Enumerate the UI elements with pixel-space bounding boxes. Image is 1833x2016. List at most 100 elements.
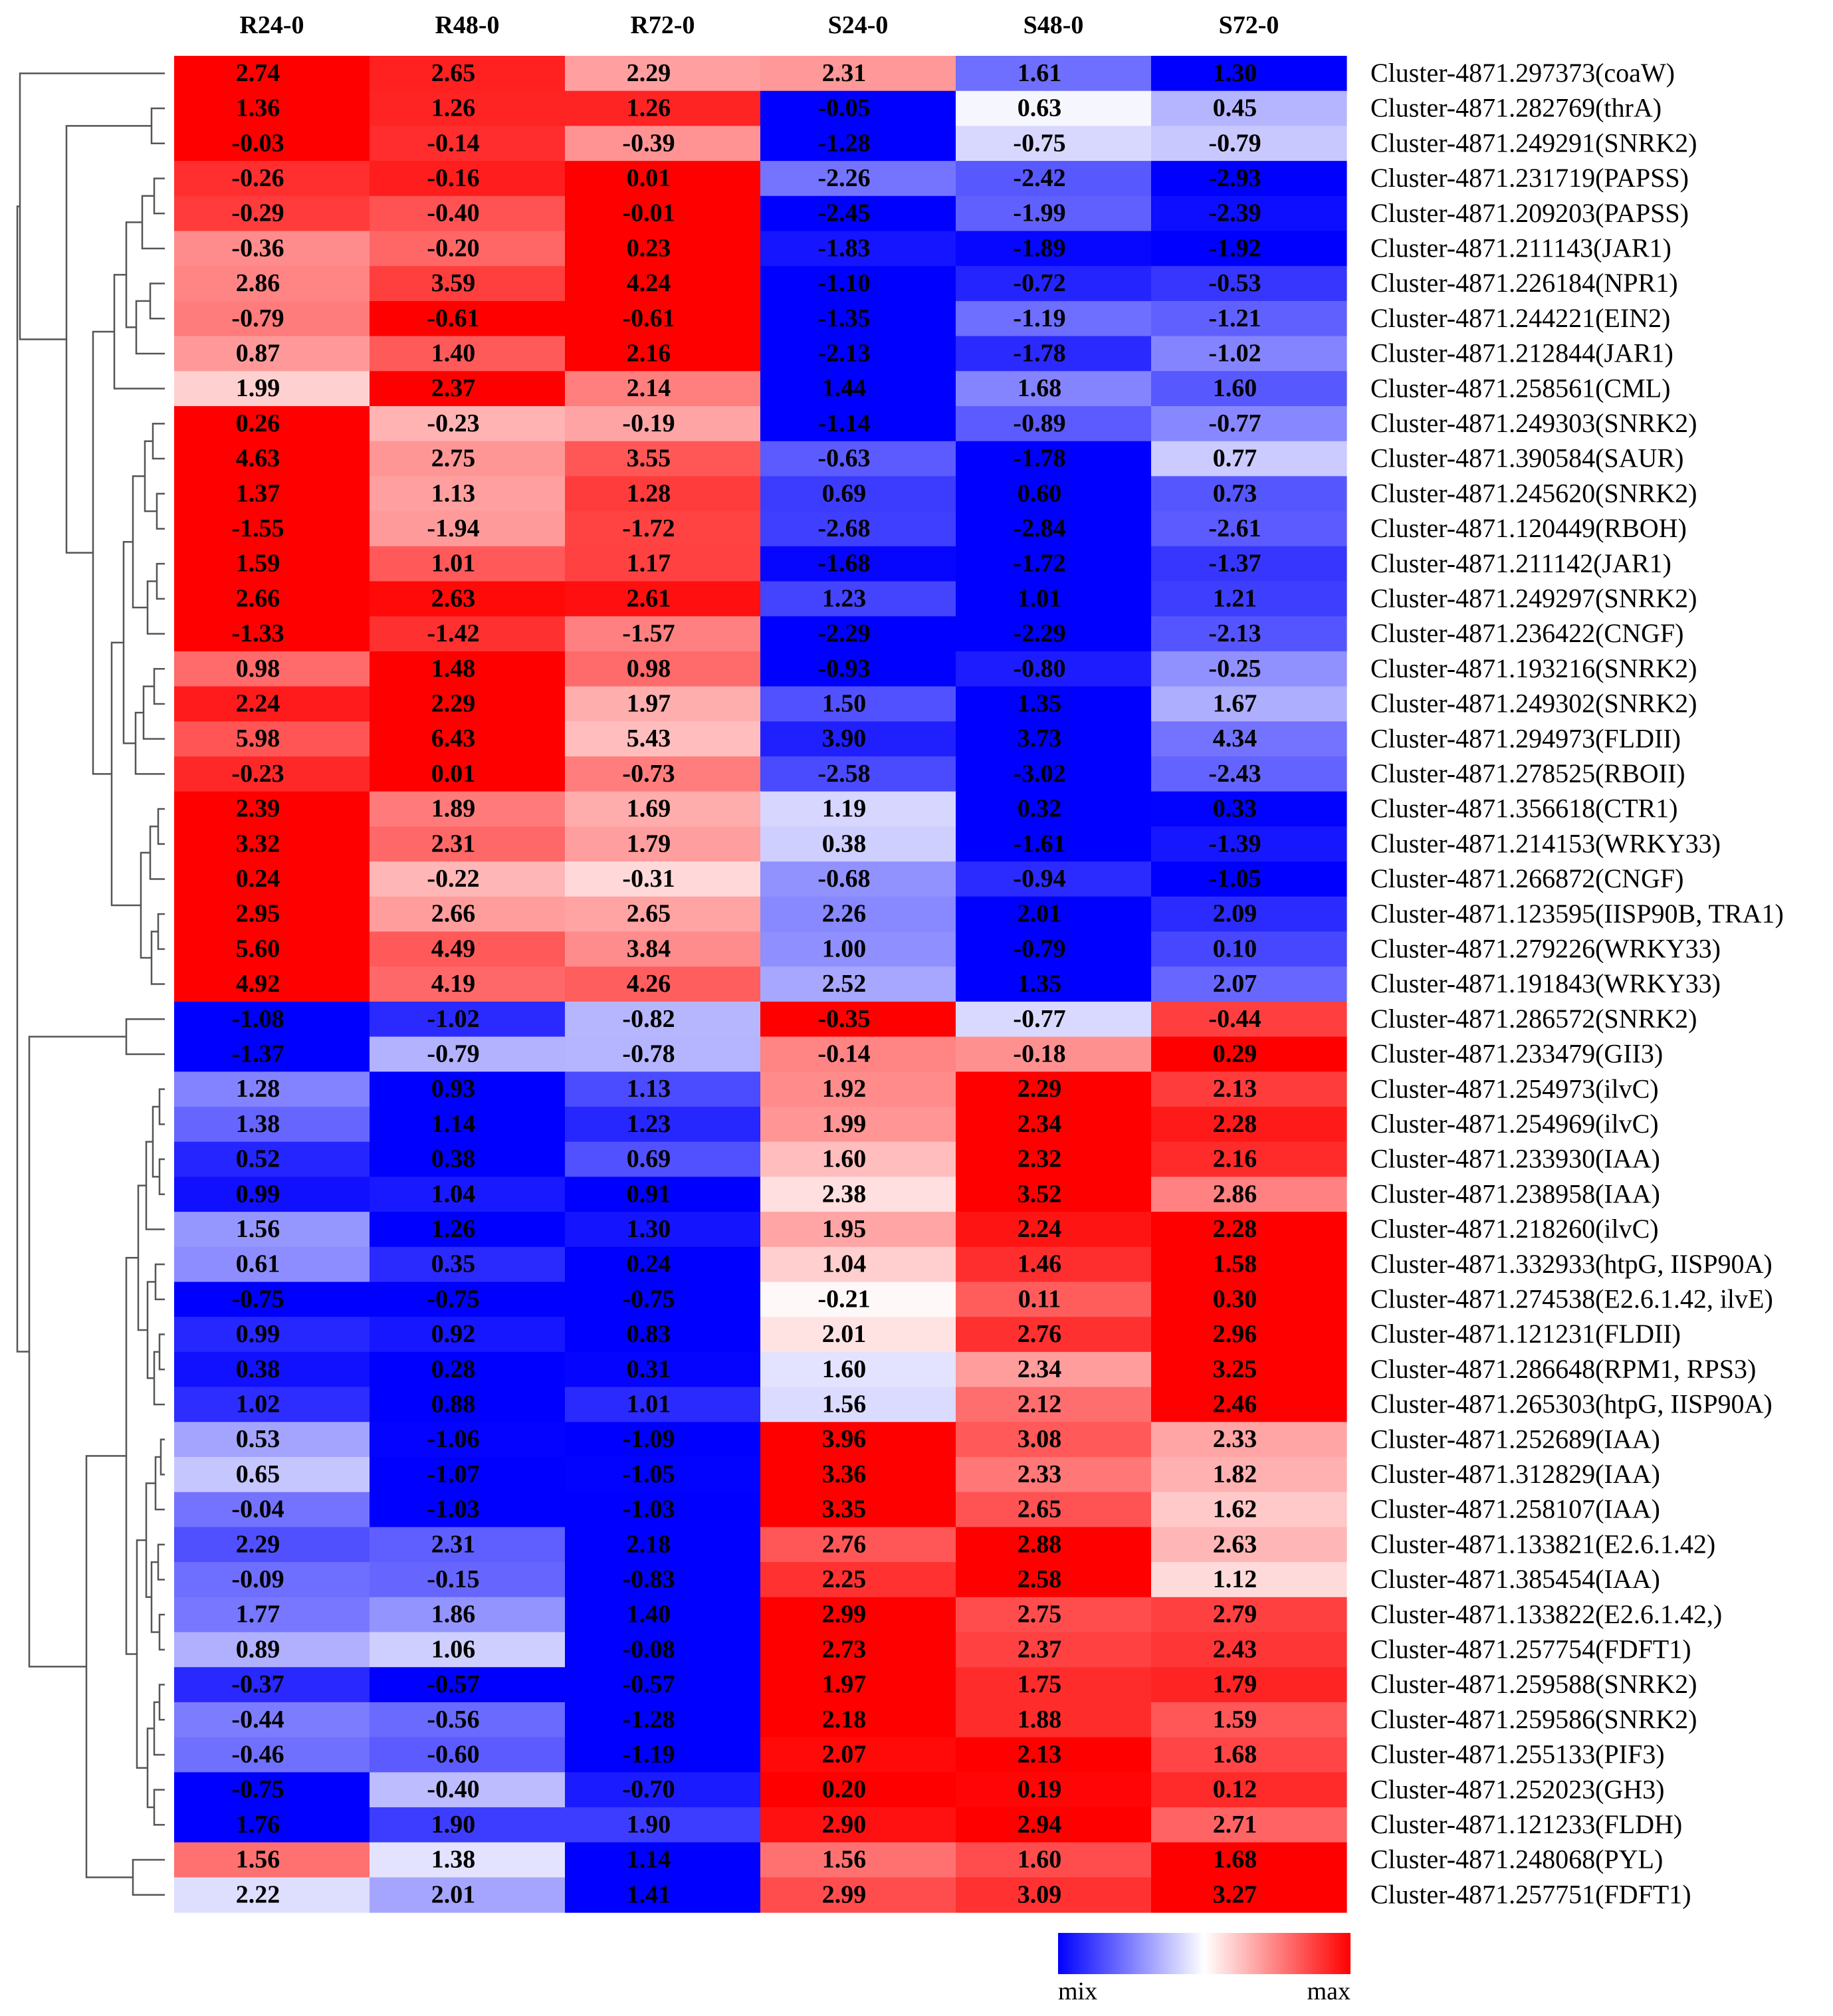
cell-value: -0.61 [622,304,675,332]
cell-value: 2.76 [1018,1320,1062,1348]
heatmap-cell [370,546,566,582]
heatmap-cell [174,1071,370,1107]
dendrogram-link [160,1438,165,1476]
heatmap-cell [956,896,1152,933]
heatmap-cell [370,1667,566,1703]
heatmap-cell [565,1807,761,1843]
cell-value: 1.92 [822,1075,867,1103]
heatmap-cell [956,406,1152,442]
heatmap-cell [760,161,956,197]
row-label: Cluster-4871.259586(SNRK2) [1370,1704,1697,1734]
dendrogram-link [157,1543,165,1581]
row-label: Cluster-4871.133821(E2.6.1.42) [1370,1529,1715,1559]
heatmap-cell [956,126,1152,162]
heatmap-cell [174,1212,370,1248]
heatmap-cell [174,861,370,897]
cell-value: 5.43 [627,725,671,752]
cell-value: 0.87 [236,340,280,368]
heatmap-cell [370,1282,566,1317]
cell-value: -0.25 [1208,655,1261,683]
cell-value: 2.76 [822,1530,867,1558]
cell-value: 1.60 [822,1355,867,1383]
heatmap-cell [1151,1562,1347,1598]
cell-value: -1.61 [1013,830,1065,857]
cell-value: -1.37 [231,1040,284,1068]
color-legend: mix max [1058,1933,1350,2005]
heatmap-cell [565,1597,761,1633]
heatmap-cell [956,1632,1152,1668]
cell-value: -0.93 [817,655,870,683]
heatmap-cell [565,195,761,232]
cell-value: -0.79 [1208,129,1261,157]
dendrogram-link [153,1789,165,1826]
heatmap-cell [1151,966,1347,1002]
heatmap-cell [1151,1492,1347,1527]
heatmap-cell [370,1317,566,1353]
cell-value: 1.97 [822,1670,867,1698]
cell-value: 0.01 [431,760,476,788]
heatmap-cell [174,896,370,933]
heatmap-cell [1151,686,1347,722]
cell-value: -0.01 [622,199,675,227]
cell-value: 0.65 [236,1460,280,1488]
dendrogram-link [144,440,157,512]
cell-value: 2.28 [1213,1215,1257,1243]
cell-value: 2.37 [431,374,476,402]
heatmap-cell [174,651,370,687]
heatmap-cell [565,1667,761,1703]
heatmap-cell [370,826,566,862]
cell-value: 2.34 [1018,1355,1062,1383]
heatmap-cell [565,56,761,92]
cell-value: -2.84 [1013,514,1065,542]
heatmap-cell [174,511,370,547]
heatmap-cell [565,161,761,197]
cell-value: -2.13 [817,340,870,368]
cell-value: 1.35 [1018,690,1062,718]
heatmap-cell [370,1737,566,1773]
heatmap-cell [565,1282,761,1317]
heatmap-cell [956,1877,1152,1913]
cell-value: -2.39 [1208,199,1261,227]
heatmap-cell [760,56,956,92]
cell-value: 1.82 [1213,1460,1257,1488]
heatmap-cell [956,1667,1152,1703]
heatmap-cell [760,1282,956,1317]
cell-value: 1.26 [431,1215,476,1243]
row-label: Cluster-4871.248068(PYL) [1370,1845,1663,1874]
cell-value: 0.99 [236,1180,280,1208]
heatmap-cell [1151,476,1347,512]
row-label: Cluster-4871.211142(JAR1) [1370,548,1671,578]
cell-value: 2.29 [627,59,671,87]
cell-value: -0.80 [1013,655,1065,683]
cell-value: 1.38 [236,1110,280,1138]
cell-value: -0.75 [622,1285,675,1313]
cell-value: 0.91 [627,1180,671,1208]
cell-value: 1.68 [1018,374,1062,402]
heatmap-cell [760,1212,956,1248]
row-label: Cluster-4871.193216(SNRK2) [1370,653,1697,683]
heatmap-cell [956,686,1152,722]
heatmap-cell [760,1667,956,1703]
heatmap-cell [174,1001,370,1038]
row-label: Cluster-4871.214153(WRKY33) [1370,828,1721,858]
heatmap-cell [956,1702,1152,1738]
heatmap-cell [370,1141,566,1177]
heatmap-cell [565,1877,761,1913]
heatmap-cell [565,1141,761,1177]
cell-value: 2.07 [822,1741,867,1769]
heatmap-cell [956,1246,1152,1283]
heatmap-cell [1151,1141,1347,1177]
cell-value: 2.13 [1018,1741,1062,1769]
cell-value: 1.14 [431,1110,476,1138]
heatmap-cell [174,826,370,862]
heatmap-cell [565,616,761,652]
heatmap-cell [565,1317,761,1353]
heatmap-cell [370,511,566,547]
heatmap-cell [370,1176,566,1212]
heatmap-cell [565,90,761,126]
heatmap-cell [956,826,1152,862]
cell-value: -0.22 [427,865,479,893]
cell-value: 1.90 [627,1811,671,1839]
heatmap-cell [760,651,956,687]
dendrogram-link [132,1858,165,1896]
